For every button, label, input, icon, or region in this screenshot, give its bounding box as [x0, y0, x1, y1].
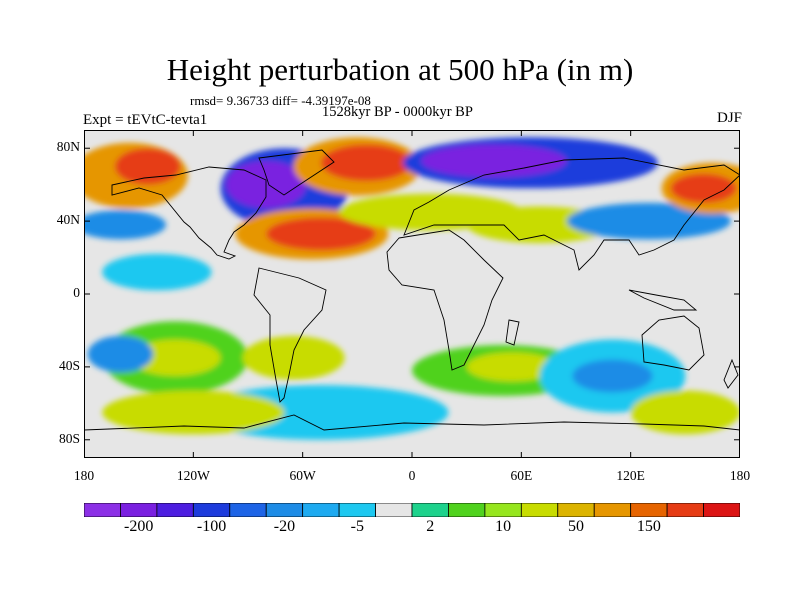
coastline-eurasia — [403, 157, 740, 271]
colorbar-swatch — [448, 503, 486, 517]
y-tick-label: 40N — [56, 212, 80, 228]
coastlines — [84, 149, 740, 431]
colorbar-swatch — [484, 503, 522, 517]
colorbar-label: 50 — [568, 518, 584, 535]
x-tick-label: 180 — [73, 468, 95, 483]
plot-title: Height perturbation at 500 hPa (in m) — [166, 52, 634, 87]
colorbar-swatch — [630, 503, 668, 517]
season-label: DJF — [716, 110, 742, 126]
stats-line: rmsd= 9.36733 diff= -4.39197e-08 — [190, 93, 371, 108]
anomaly-region-2 — [84, 210, 166, 240]
coastline-north-america — [111, 166, 267, 260]
colorbar-label: -100 — [196, 518, 227, 535]
anomaly-region-6 — [320, 144, 412, 182]
anomaly-region-26 — [572, 359, 653, 393]
x-tick-label: 180 — [729, 468, 751, 483]
anomaly-region-20 — [242, 335, 345, 380]
anomaly-region-1 — [114, 148, 181, 185]
y-tick-label: 80S — [58, 430, 80, 446]
colorbar-swatch — [411, 503, 449, 517]
colorbar-swatch — [375, 503, 413, 517]
anomaly-region-16 — [102, 253, 212, 291]
coastline-madagascar — [505, 319, 520, 346]
colorbar-swatch — [666, 503, 704, 517]
y-tick-label: 40S — [58, 357, 80, 373]
colorbar-swatch — [120, 503, 158, 517]
colorbar-swatch — [229, 503, 267, 517]
colorbar-label: -200 — [123, 518, 154, 535]
coastline-greenland — [258, 149, 335, 196]
anomaly-region-22 — [102, 390, 285, 435]
coastline-new-zealand — [723, 358, 739, 389]
anomaly-region-15 — [670, 173, 737, 203]
x-tick-label: 60W — [289, 468, 316, 483]
anomaly-region-13 — [566, 202, 731, 240]
colorbar-label: 150 — [636, 518, 661, 535]
y-tick-label: 80N — [56, 139, 80, 155]
x-tick-label: 120W — [176, 468, 210, 483]
colorbar-swatch — [265, 503, 304, 517]
coastline-antarctica — [84, 414, 740, 431]
experiment-label: Expt = tEVtC-tevta1 — [83, 112, 208, 128]
colorbar-label: -20 — [273, 518, 296, 535]
colorbar-swatch — [192, 503, 231, 517]
colorbar-swatch — [156, 503, 194, 517]
colorbar-label: 10 — [495, 518, 512, 535]
colorbar-swatch — [302, 503, 340, 517]
coastline-africa — [386, 229, 504, 371]
y-tick-label: 0 — [73, 285, 80, 300]
x-tick-label: 60E — [510, 468, 533, 483]
anomaly-region-18 — [129, 339, 221, 376]
coastline-australia — [641, 315, 705, 371]
colorbar — [84, 503, 740, 517]
anomaly-region-27 — [630, 390, 740, 435]
colorbar-swatch — [557, 503, 595, 517]
period-label: 1528kyr BP - 0000kyr BP — [322, 104, 473, 120]
colorbar-swatch — [338, 503, 376, 517]
anomaly-map — [84, 130, 740, 458]
coastline-south-america — [253, 267, 327, 403]
anomaly-region-19 — [87, 335, 154, 373]
colorbar-swatch — [84, 503, 121, 517]
colorbar-swatch — [703, 503, 740, 517]
coastline-indonesia — [628, 289, 698, 311]
anomaly-regions — [84, 137, 740, 440]
colorbar-swatch — [593, 503, 632, 517]
x-tick-label: 120E — [616, 468, 645, 483]
anomaly-region-8 — [266, 217, 376, 251]
anomaly-region-24 — [466, 352, 558, 382]
anomaly-region-11 — [421, 144, 567, 178]
colorbar-swatch — [520, 503, 559, 517]
colorbar-label: -5 — [350, 518, 364, 535]
colorbar-label: 2 — [426, 518, 435, 535]
x-tick-label: 0 — [408, 468, 416, 483]
